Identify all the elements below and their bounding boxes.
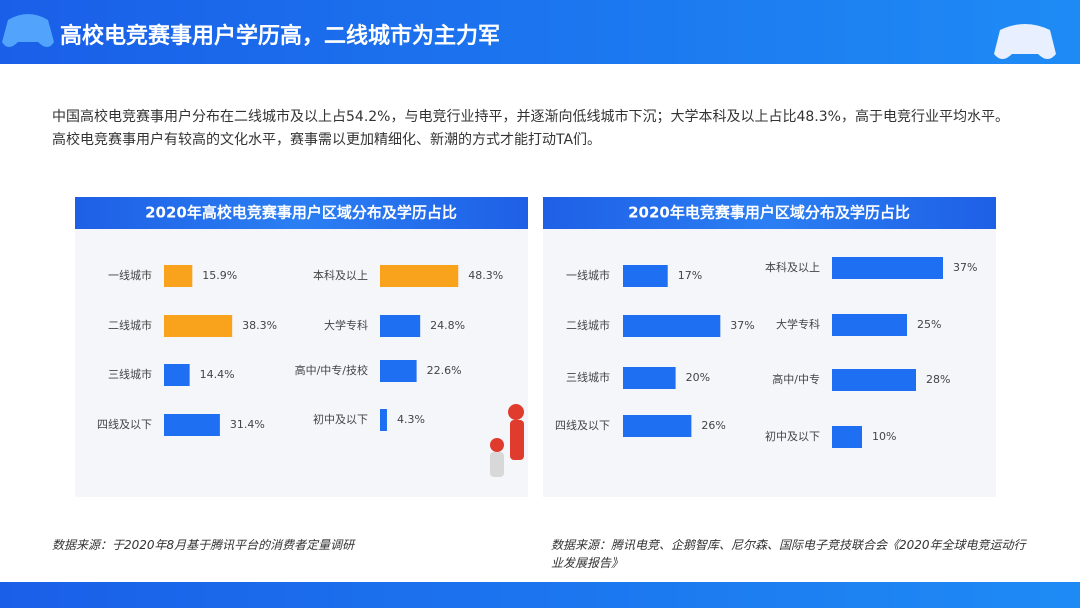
panel (543, 197, 996, 497)
value-label: 15.9% (202, 269, 237, 282)
panel-header (75, 197, 528, 229)
category-label: 三线城市 (108, 367, 152, 381)
value-label: 48.3% (468, 269, 503, 282)
header-bar (0, 0, 1080, 64)
value-label: 22.6% (427, 364, 462, 377)
panel-title: 2020年高校电竞赛事用户区域分布及学历占比 (145, 204, 457, 222)
value-label: 14.4% (200, 368, 235, 381)
bar (380, 315, 421, 337)
value-label: 20% (686, 371, 710, 384)
page-title: 高校电竞赛事用户学历高，二线城市为主力军 (60, 23, 500, 49)
bar (832, 314, 907, 336)
bar (623, 367, 676, 389)
bar (623, 265, 668, 287)
value-label: 10% (872, 430, 896, 443)
category-label: 四线及以下 (97, 417, 152, 431)
value-label: 25% (917, 318, 941, 331)
category-label: 高中/中专/技校 (295, 363, 368, 377)
category-label: 大学专科 (324, 318, 368, 332)
bar (832, 369, 916, 391)
source-note: 数据来源：腾讯电竞、企鹅智库、尼尔森、国际电子竞技联合会《2020年全球电竞运动… (551, 538, 1026, 570)
value-label: 37% (730, 319, 754, 332)
value-label: 37% (953, 261, 977, 274)
value-label: 28% (926, 373, 950, 386)
category-label: 一线城市 (108, 268, 152, 282)
category-label: 二线城市 (108, 318, 152, 332)
panel-title: 2020年电竞赛事用户区域分布及学历占比 (628, 204, 910, 222)
value-label: 38.3% (242, 319, 277, 332)
category-label: 大学专科 (776, 317, 820, 331)
mascot (490, 404, 524, 477)
panel (75, 197, 528, 497)
category-label: 四线及以下 (555, 418, 610, 432)
value-label: 31.4% (230, 418, 265, 431)
intro-paragraph: 中国高校电竞赛事用户分布在二线城市及以上占54.2%，与电竞行业持平，并逐渐向低… (52, 109, 1009, 125)
category-label: 高中/中专 (772, 372, 820, 386)
category-label: 初中及以下 (313, 412, 368, 426)
bar (832, 426, 862, 448)
intro-paragraph: 高校电竞赛事用户有较高的文化水平，赛事需以更加精细化、新潮的方式才能打动TA们。 (52, 132, 602, 148)
bar (832, 257, 943, 279)
bar (623, 415, 692, 437)
header-icon (994, 24, 1056, 59)
bar (164, 414, 220, 436)
bar (623, 315, 721, 337)
bar (164, 265, 193, 287)
category-label: 本科及以上 (765, 260, 820, 274)
bar (164, 364, 190, 386)
value-label: 26% (701, 419, 725, 432)
category-label: 二线城市 (566, 318, 610, 332)
bar (380, 360, 417, 382)
category-label: 一线城市 (566, 268, 610, 282)
header-icon (2, 14, 54, 47)
panel-header (543, 197, 996, 229)
value-label: 24.8% (430, 319, 465, 332)
category-label: 三线城市 (566, 370, 610, 384)
bar (164, 315, 233, 337)
source-note: 数据来源：于2020年8月基于腾讯平台的消费者定量调研 (52, 538, 355, 552)
intro: 中国高校电竞赛事用户分布在二线城市及以上占54.2%，与电竞行业持平，并逐渐向低… (52, 106, 1052, 152)
value-label: 17% (678, 269, 702, 282)
bar (380, 265, 459, 287)
bar (380, 409, 387, 431)
category-label: 初中及以下 (765, 429, 820, 443)
footer-bar (0, 582, 1080, 608)
value-label: 4.3% (397, 413, 425, 426)
category-label: 本科及以上 (313, 268, 368, 282)
